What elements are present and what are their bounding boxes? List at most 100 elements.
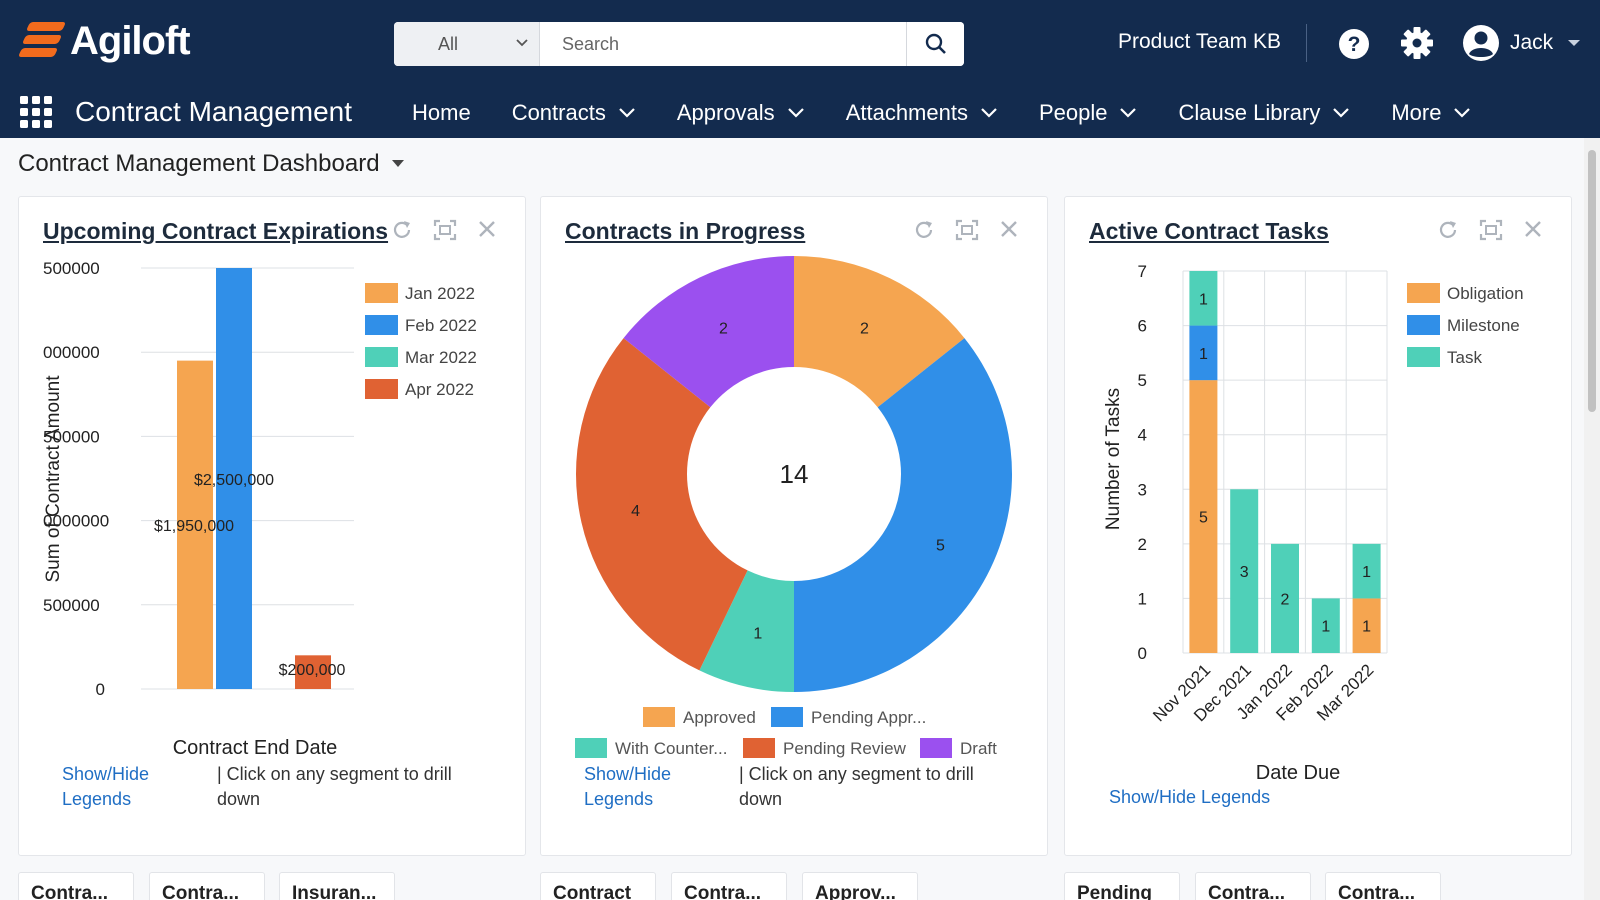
nav-item-label: Attachments — [845, 100, 968, 125]
widget-tab[interactable]: Contract — [540, 872, 656, 900]
close-button[interactable] — [1523, 219, 1543, 241]
legend-swatch[interactable] — [643, 707, 675, 727]
legend-swatch[interactable] — [365, 283, 398, 303]
close-icon — [479, 221, 495, 237]
nav-item-approvals[interactable]: Approvals — [677, 100, 805, 126]
legend-label: Pending Review — [783, 739, 907, 758]
caret-down-icon — [1568, 40, 1581, 46]
widget-tab[interactable]: Contra... — [18, 872, 134, 900]
stacked-bar-segment[interactable] — [1189, 325, 1218, 381]
legend-swatch[interactable] — [365, 379, 398, 399]
nav-item-attachments[interactable]: Attachments — [846, 100, 998, 126]
widget-tab[interactable]: Insuran... — [279, 872, 395, 900]
segment-value-label: 1 — [1362, 619, 1371, 636]
refresh-icon — [1439, 221, 1457, 238]
stacked-bar-segment[interactable] — [1352, 598, 1381, 653]
nav-item-label: Home — [412, 100, 471, 125]
legend-swatch[interactable] — [365, 347, 398, 367]
legend-swatch[interactable] — [1407, 347, 1440, 367]
card-title[interactable]: Upcoming Contract Expirations — [43, 218, 389, 244]
refresh-button[interactable] — [913, 219, 935, 241]
close-button[interactable] — [999, 219, 1019, 241]
slice-pending-approval[interactable] — [794, 338, 1012, 692]
card-tools — [893, 219, 1019, 241]
nav-item-contracts[interactable]: Contracts — [512, 100, 636, 126]
chevron-down-icon — [619, 108, 635, 118]
settings-button[interactable] — [1400, 26, 1434, 65]
bar-apr-2022[interactable] — [295, 655, 331, 689]
close-button[interactable] — [477, 219, 497, 241]
legend-swatch[interactable] — [365, 315, 398, 335]
widget-tab[interactable]: Pending — [1064, 872, 1180, 900]
slice-with-counterparty[interactable] — [699, 570, 794, 692]
app-switcher[interactable] — [20, 96, 52, 133]
widget-tab[interactable]: Contra... — [149, 872, 265, 900]
search-icon — [925, 33, 946, 54]
nav-item-label: Approvals — [676, 100, 775, 125]
close-icon — [1525, 221, 1541, 237]
slice-approved[interactable] — [794, 256, 965, 408]
stacked-bar-segment[interactable] — [1311, 598, 1340, 653]
scrollbar-thumb[interactable] — [1588, 150, 1596, 412]
legend-swatch[interactable] — [1407, 315, 1440, 335]
user-menu[interactable]: Jack — [1462, 24, 1581, 62]
segment-value-label: 1 — [1321, 619, 1330, 636]
legend-label: Obligation — [1447, 284, 1524, 303]
legend-label: Apr 2022 — [405, 380, 474, 399]
maximize-button[interactable] — [433, 219, 457, 241]
show-hide-legends-link[interactable]: Show/Hide Legends — [1109, 787, 1271, 807]
stacked-bar-segment[interactable] — [1352, 543, 1381, 599]
page-scrollbar[interactable] — [1584, 138, 1600, 900]
legend-label: Pending Appr... — [811, 708, 926, 727]
card-title[interactable]: Active Contract Tasks — [1089, 218, 1329, 244]
widget-tab[interactable]: Contra... — [671, 872, 787, 900]
kb-name[interactable]: Product Team KB — [1118, 30, 1282, 53]
slice-draft[interactable] — [623, 256, 794, 408]
nav-item-clause-library[interactable]: Clause Library — [1178, 100, 1350, 126]
legend-label: Task — [1447, 348, 1482, 367]
maximize-button[interactable] — [1479, 219, 1503, 241]
bar-feb-2022[interactable] — [216, 268, 252, 689]
widget-tab[interactable]: Contra... — [1325, 872, 1441, 900]
search-scope-select[interactable]: All — [394, 22, 540, 66]
stacked-bar-segment[interactable] — [1189, 271, 1218, 326]
help-button[interactable]: ? — [1338, 28, 1370, 65]
legend-swatch[interactable] — [771, 707, 803, 727]
agiloft-logo[interactable]: Agiloft — [17, 16, 191, 66]
nav-item-more[interactable]: More — [1391, 100, 1471, 126]
legend-swatch[interactable] — [743, 738, 775, 758]
search-input[interactable] — [540, 22, 906, 66]
drill-down-hint: | Click on any segment to drill down — [217, 764, 452, 809]
stacked-bar-segment[interactable] — [1189, 380, 1218, 653]
card-title[interactable]: Contracts in Progress — [565, 218, 806, 244]
legend-swatch[interactable] — [575, 738, 607, 758]
nav-item-home[interactable]: Home — [412, 100, 471, 126]
stacked-bar-segment[interactable] — [1271, 543, 1299, 653]
slice-value-label: 2 — [719, 321, 728, 338]
card-contracts-in-progress: 2 5 1 4 2 14 Approved Pending Appr... With Count… — [540, 196, 1048, 856]
dashboard-selector[interactable]: Contract Management Dashboard — [18, 150, 404, 178]
nav-item-people[interactable]: People — [1039, 100, 1138, 126]
y-tick-label: 500000 — [43, 596, 100, 615]
refresh-button[interactable] — [1437, 219, 1459, 241]
bar-jan-2022[interactable] — [177, 360, 213, 689]
show-hide-legends-link[interactable]: Show/Hide Legends — [62, 764, 150, 809]
legend-swatch[interactable] — [1407, 283, 1440, 303]
stacked-bar-segment[interactable] — [1230, 489, 1259, 653]
apps-grid-icon — [20, 96, 52, 128]
refresh-button[interactable] — [391, 219, 413, 241]
widget-tab[interactable]: Contra... — [1195, 872, 1311, 900]
nav-item-label: Contracts — [511, 100, 606, 125]
app-title[interactable]: Contract Management — [75, 96, 353, 127]
slice-pending-review[interactable] — [576, 338, 748, 671]
legend-swatch[interactable] — [920, 738, 952, 758]
y-tick-label: 0 — [96, 680, 105, 699]
search-button[interactable] — [906, 22, 964, 66]
maximize-button[interactable] — [955, 219, 979, 241]
y-tick-label: 500000 — [43, 427, 100, 446]
segment-value-label: 2 — [1281, 591, 1290, 608]
widget-tab[interactable]: Approv... — [802, 872, 918, 900]
card-upcoming-expirations: 0 500000 0000000 500000 000000 500000 Sum of C… — [18, 196, 526, 856]
show-hide-legends-link[interactable]: Show/Hide Legends — [584, 764, 672, 809]
